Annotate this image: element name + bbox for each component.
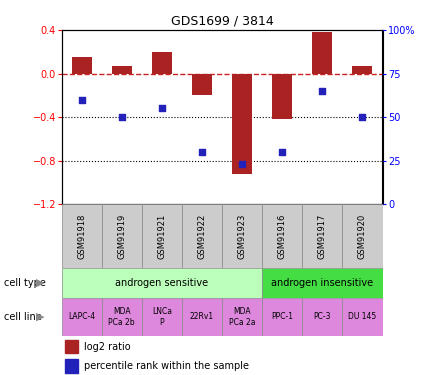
Bar [142,298,182,336]
Bar [182,204,222,268]
Text: cell type: cell type [4,278,46,288]
Text: GSM91923: GSM91923 [238,214,246,259]
Bar [343,298,382,336]
Bar [302,204,343,268]
Text: DU 145: DU 145 [348,312,377,321]
Text: GSM91917: GSM91917 [318,214,327,259]
Bar [343,204,382,268]
Text: ▶: ▶ [36,278,45,288]
Text: GSM91921: GSM91921 [157,214,167,259]
Text: GSM91919: GSM91919 [117,214,126,259]
Text: log2 ratio: log2 ratio [84,342,131,352]
Point [239,161,246,167]
Text: cell line: cell line [4,312,42,322]
Text: MDA
PCa 2a: MDA PCa 2a [229,307,255,327]
Point [279,149,286,155]
Text: androgen sensitive: androgen sensitive [115,278,208,288]
Bar [302,298,343,336]
Bar [142,204,182,268]
Bar [262,204,302,268]
Bar [192,74,212,95]
Bar [65,340,78,353]
Text: LNCa
P: LNCa P [152,307,172,327]
Text: GSM91922: GSM91922 [198,214,207,259]
Text: percentile rank within the sample: percentile rank within the sample [84,362,249,371]
Bar [102,204,142,268]
Text: ▶: ▶ [36,312,45,322]
Text: LAPC-4: LAPC-4 [68,312,95,321]
Text: PPC-1: PPC-1 [271,312,293,321]
Bar [65,359,78,373]
Bar [152,52,172,74]
Bar [72,57,92,74]
Point [198,149,205,155]
Bar [262,298,302,336]
Bar [112,66,132,74]
Bar [272,74,292,119]
Point [78,97,85,103]
Text: GSM91918: GSM91918 [77,214,86,259]
Text: MDA
PCa 2b: MDA PCa 2b [108,307,135,327]
Point [319,88,326,94]
Point [119,114,125,120]
Bar [312,32,332,74]
Bar [222,204,262,268]
Bar [352,66,372,74]
Bar [182,298,222,336]
Bar [62,268,262,298]
Bar [262,268,382,298]
Bar [62,298,102,336]
Text: GSM91920: GSM91920 [358,214,367,259]
Point [359,114,366,120]
Bar [232,74,252,174]
Text: androgen insensitive: androgen insensitive [271,278,374,288]
Text: 22Rv1: 22Rv1 [190,312,214,321]
Text: PC-3: PC-3 [314,312,331,321]
Bar [222,298,262,336]
Point [159,105,165,111]
Bar [62,204,102,268]
Title: GDS1699 / 3814: GDS1699 / 3814 [171,15,273,27]
Text: GSM91916: GSM91916 [278,214,287,259]
Bar [102,298,142,336]
